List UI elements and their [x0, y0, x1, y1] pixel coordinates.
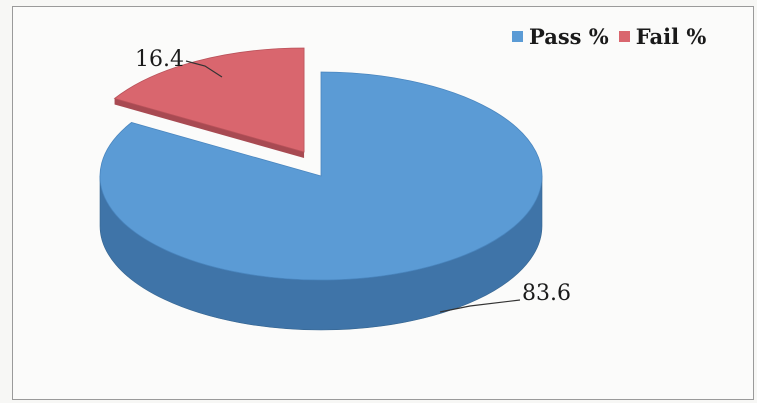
- legend-swatch-pass: [512, 31, 523, 42]
- legend-swatch-fail: [618, 31, 630, 42]
- pie-slice-pass: [99, 71, 543, 281]
- data-label-fail: 16.4: [135, 47, 184, 72]
- legend-label-fail: Fail %: [635, 24, 707, 49]
- data-label-pass: 83.6: [522, 281, 571, 306]
- legend-item-fail: Fail %: [618, 24, 707, 49]
- chart-legend: Pass % Fail %: [512, 24, 716, 49]
- legend-label-pass: Pass %: [529, 24, 609, 49]
- leader-line-fail: [185, 60, 223, 78]
- legend-item-pass: Pass %: [512, 24, 609, 49]
- leader-line-pass: [439, 299, 521, 313]
- pie-side-fail: [114, 98, 305, 158]
- pie-slice-fail: [113, 47, 305, 153]
